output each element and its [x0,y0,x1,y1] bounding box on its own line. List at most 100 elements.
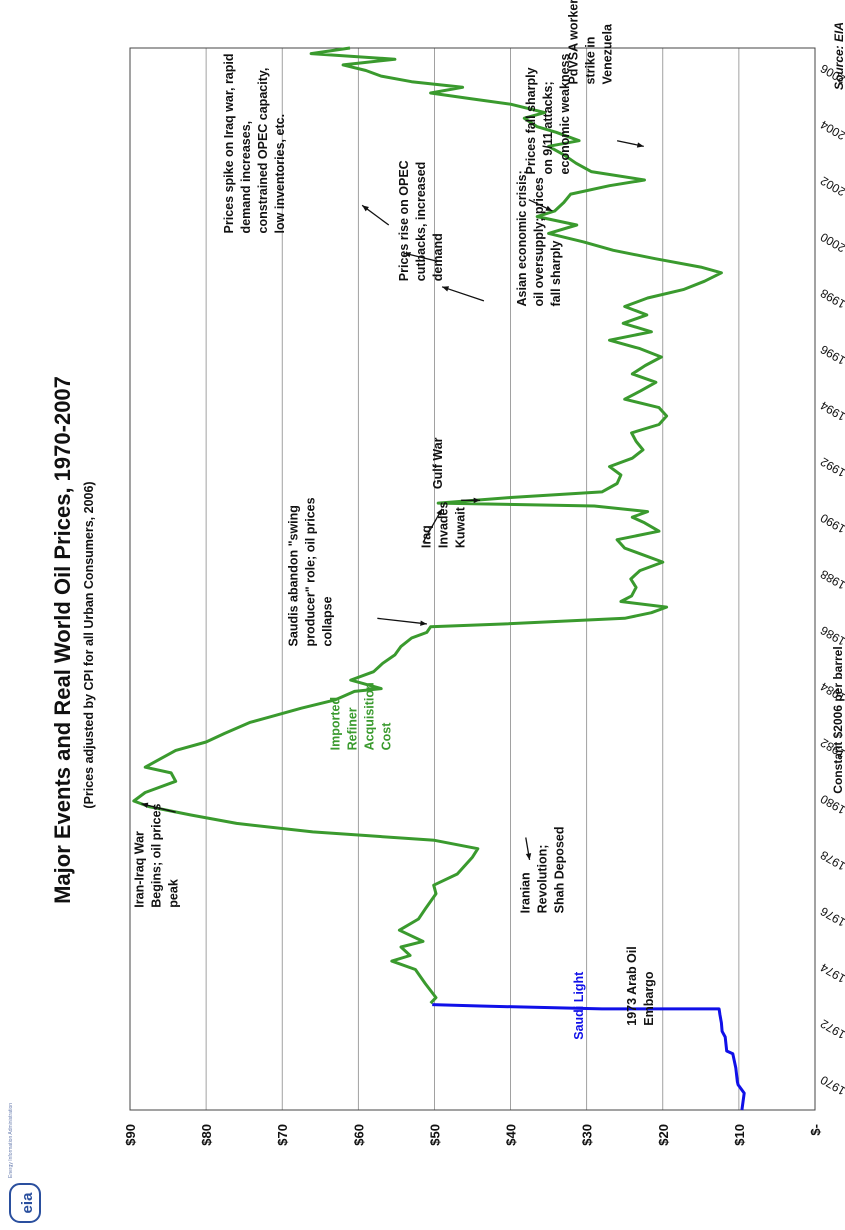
annotation-line: Acquisition [362,682,376,750]
annotation-arrow [377,617,427,625]
x-tick-labels: 1970197219741976197819801982198419861988… [818,61,845,1098]
x-tick-label: 1994 [818,398,845,424]
x-tick-label: 1996 [818,342,845,368]
annotation-line: Iran-Iraq War [133,831,147,908]
eia-logo-org: Energy Information Administration [8,1103,14,1178]
annotation-line: Begins; oil prices [150,803,164,907]
annotation-line: Asian economic crisis; [515,170,529,306]
annotation-line: Gulf War [431,437,445,489]
annotation-line: oil oversupply; prices [532,177,546,306]
y-axis-label: Constant $2006 per barrel [831,646,845,793]
y-tick-label: $- [808,1124,823,1136]
series-line [432,1003,746,1111]
annotation-opec-cut: Prices rise on OPEC cutbacks, increased de… [397,160,445,281]
annotation-line: Iranian [519,872,533,913]
annotation-arrowhead [636,142,644,148]
annotation-line: Kuwait [454,506,468,548]
x-tick-label: 1972 [818,1016,845,1042]
annotation-line: collapse [320,596,334,646]
annotation-embargo: 1973 Arab Oil Embargo [625,946,656,1025]
annotation-iranian-rev: Iranian Revolution; Shah Deposed [519,827,567,914]
x-tick-label: 1998 [818,286,845,312]
annotation-arrowhead [545,205,553,211]
y-tick-label: $90 [123,1124,138,1146]
annotation-line: Prices spike on Iraq war, rapid [222,53,236,233]
annotation-arrowhead [473,497,481,504]
y-tick-labels: $- $10 $20 $30 $40 $50 $60 $70 $80 $90 [123,1124,823,1146]
annotation-arrowhead [141,802,149,808]
annotation-line: 1973 Arab Oil [625,946,639,1025]
annotation-gulf-war: Gulf War [431,437,445,489]
annotations: 1973 Arab Oil Embargo Iran-Iraq War Begins;… [133,0,656,1040]
annotation-pdvsa: PdVSA workers strike in Venezuela [567,0,615,85]
annotation-arrowhead [362,205,369,212]
annotation-line: PdVSA workers [567,0,581,85]
y-tick-label: $30 [580,1124,595,1146]
annotation-line: Venezuela [601,23,615,84]
annotation-line: Shah Deposed [553,827,567,914]
annotation-line: on 9/11 attacks; [541,81,555,174]
annotation-arrowhead [442,286,450,292]
y-tick-label: $80 [199,1124,214,1146]
x-tick-label: 1978 [818,848,845,874]
y-tick-label: $20 [656,1124,671,1146]
x-tick-label: 1970 [818,1072,845,1098]
y-tick-label: $50 [427,1124,442,1146]
x-tick-label: 2002 [818,173,845,199]
x-tick-label: 1990 [818,511,845,537]
annotation-line: strike in [584,37,598,85]
chart-title: Major Events and Real World Oil Prices, … [50,376,75,904]
x-tick-label: 1992 [818,454,845,480]
annotation-arrows [141,140,644,861]
annotation-arrowhead [420,620,427,626]
plot-area-frame [129,47,816,1111]
annotation-line: producer" role; oil prices [303,497,317,646]
annotation-line: Prices fall sharply [524,67,538,174]
annotation-line: demand increases, [239,121,253,234]
source-note: Source: EIA [832,22,845,90]
annotation-line: low inventories, etc. [273,114,287,233]
annotation-sept11: Prices fall sharply on 9/11 attacks; econo… [524,53,572,174]
annotation-refiner-label: Imported Refiner Acquisition Cost [328,682,393,750]
annotation-line: Cost [379,722,393,751]
annotation-line: Saudis abandon "swing [286,505,300,646]
annotation-line: economic weakness [558,53,572,174]
annotation-line: demand [431,233,445,281]
y-tick-label: $40 [504,1124,519,1146]
annotation-line: Saudi Light [572,971,586,1040]
x-tick-label: 1974 [818,960,845,986]
annotation-line: Revolution; [536,845,550,914]
annotation-arrow [441,286,485,302]
x-tick-label: 2004 [818,117,845,143]
x-tick-label: 1976 [818,904,845,930]
annotation-line: Iraq [420,525,434,548]
x-tick-label: 1980 [818,792,845,818]
annotation-line: Imported [328,697,342,750]
annotation-line: Prices rise on OPEC [397,160,411,281]
annotation-line: Invades [437,501,451,548]
annotation-line: Embargo [642,971,656,1026]
annotation-iraq-kuwait: Iraq Invades Kuwait [420,501,468,548]
x-tick-label: 1986 [818,623,845,649]
annotation-line: Refiner [345,707,359,750]
y-tick-label: $10 [732,1124,747,1146]
annotation-saudis: Saudis abandon "swing producer" role; oil… [286,497,334,646]
x-tick-label: 1988 [818,567,845,593]
annotation-arrowhead [436,508,443,516]
annotation-line: peak [167,879,181,908]
annotation-arrow [422,508,443,543]
y-tick-label: $70 [275,1124,290,1146]
annotation-line: fall sharply [549,240,563,306]
annotation-asian: Asian economic crisis; oil oversupply; pr… [515,170,563,306]
annotation-iran-iraq: Iran-Iraq War Begins; oil prices peak [133,803,181,907]
eia-logo-frame [9,1183,41,1223]
annotation-arrowhead [404,251,411,258]
annotation-line: cutbacks, increased [414,162,428,282]
y-tick-label: $60 [351,1124,366,1146]
eia-logo-text: eia [19,1192,36,1214]
annotation-line: constrained OPEC capacity, [256,68,270,234]
annotation-iraq-war: Prices spike on Iraq war, rapid demand in… [222,53,287,233]
